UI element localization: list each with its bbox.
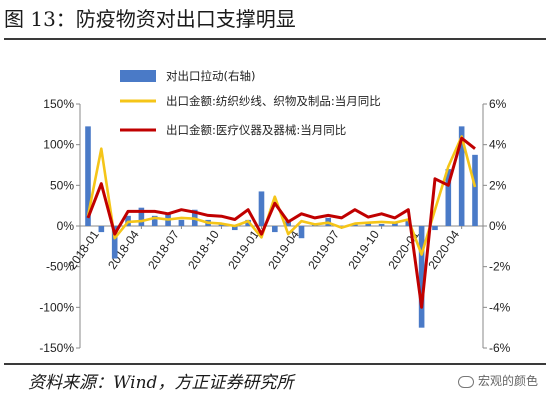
bar-2018-11 bbox=[231, 226, 238, 231]
legend-label-medical: 出口金额:医疗仪器及器械:当月同比 bbox=[166, 123, 346, 137]
right-tick-label: 6% bbox=[489, 97, 507, 111]
wechat-icon bbox=[457, 375, 474, 388]
bar-2018-07 bbox=[178, 219, 185, 226]
legend-label-bars: 对出口拉动(右轴) bbox=[166, 69, 255, 83]
x-tick-label: 2018-10 bbox=[185, 227, 222, 271]
right-tick-label: 4% bbox=[489, 138, 507, 152]
x-tick-label: 2019-04 bbox=[265, 227, 302, 271]
left-tick-label: -50% bbox=[46, 260, 74, 274]
right-tick-label: 0% bbox=[489, 219, 507, 233]
left-tick-label: 150% bbox=[43, 97, 74, 111]
title-rule bbox=[4, 38, 546, 40]
bar-2020-03 bbox=[445, 169, 452, 226]
footer-rule bbox=[4, 363, 546, 365]
bar-2019-08 bbox=[352, 223, 358, 226]
bar-2020-04 bbox=[458, 126, 465, 226]
right-tick-label: -4% bbox=[489, 300, 511, 314]
left-tick-label: -100% bbox=[39, 300, 74, 314]
right-tick-label: -2% bbox=[489, 260, 511, 274]
watermark: 宏观的颜色 bbox=[457, 372, 538, 389]
right-tick-label: 2% bbox=[489, 178, 507, 192]
source-note: 资料来源：Wind，方正证券研究所 bbox=[28, 373, 294, 393]
bar-2019-02 bbox=[272, 226, 278, 233]
x-tick-label: 2018-04 bbox=[105, 227, 142, 271]
left-tick-label: 100% bbox=[43, 138, 74, 152]
bar-2020-02 bbox=[432, 226, 438, 231]
line-series bbox=[86, 135, 477, 309]
x-tick-label: 2019-01 bbox=[225, 227, 262, 271]
bar-2018-10 bbox=[218, 223, 225, 226]
watermark-text: 宏观的颜色 bbox=[477, 374, 538, 388]
x-tick-label: 2019-07 bbox=[305, 227, 342, 271]
left-tick-label: 50% bbox=[50, 178, 74, 192]
left-tick-label: 0% bbox=[57, 219, 75, 233]
bar-2019-04 bbox=[298, 226, 305, 239]
legend-swatch-bars bbox=[120, 70, 156, 82]
bar-2019-01 bbox=[258, 191, 265, 226]
right-tick-label: -6% bbox=[489, 341, 511, 355]
bar-2020-05 bbox=[472, 154, 478, 226]
bar-2018-04 bbox=[138, 207, 145, 226]
line-medical bbox=[86, 136, 476, 309]
x-tick-label: 2018-01 bbox=[65, 227, 102, 271]
bar-2019-10 bbox=[378, 223, 385, 226]
figure-title: 图 13：防疫物资对出口支撑明显 bbox=[4, 7, 296, 31]
x-tick-label: 2018-07 bbox=[145, 227, 182, 271]
legend: 对出口拉动(右轴) 出口金额:纺织纱线、织物及制品:当月同比出口金额:医疗仪器及器… bbox=[120, 69, 381, 137]
bar-2017-12 bbox=[85, 126, 91, 226]
bar-2018-02 bbox=[111, 226, 118, 259]
bar-2018-01 bbox=[98, 226, 105, 233]
bar-2020-01 bbox=[418, 226, 425, 328]
x-tick-label: 2019-10 bbox=[345, 227, 382, 271]
x-tick-label: 2020-04 bbox=[425, 227, 462, 271]
left-tick-label: -150% bbox=[39, 341, 74, 355]
legend-label-textile: 出口金额:纺织纱线、织物及制品:当月同比 bbox=[166, 94, 381, 108]
bar-2018-05 bbox=[151, 215, 158, 226]
